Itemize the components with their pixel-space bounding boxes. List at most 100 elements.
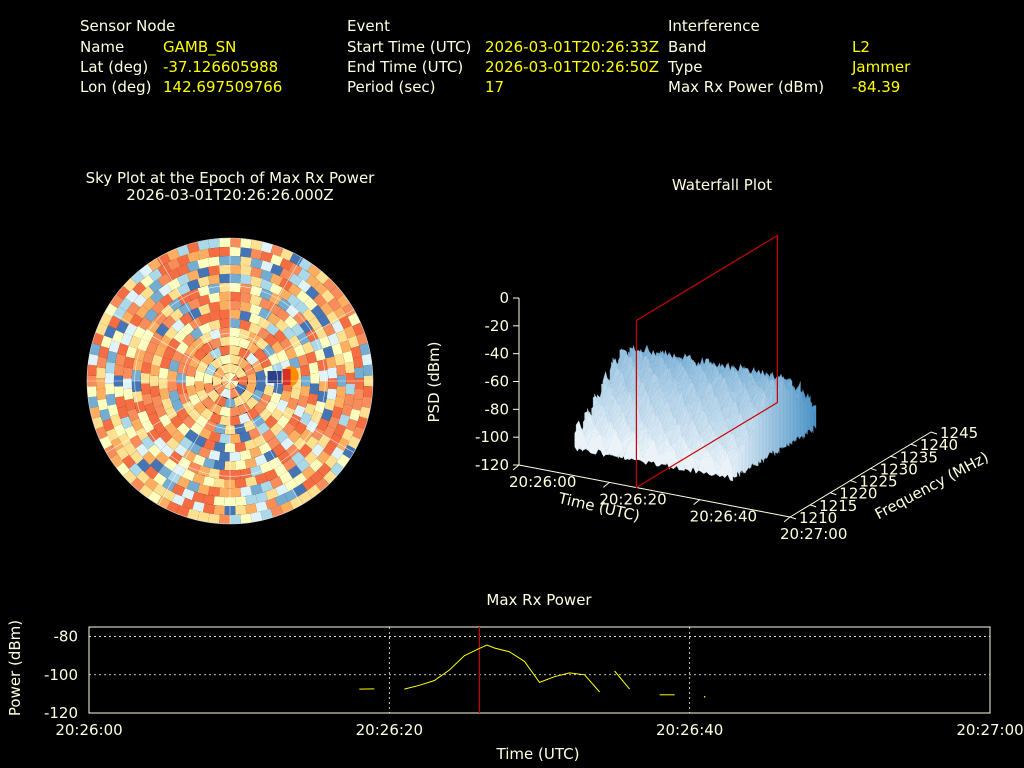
sky-cell [182, 415, 196, 429]
sky-cell [169, 308, 184, 322]
sky-cell [317, 462, 332, 477]
sky-cell [213, 505, 225, 515]
sky-cell [120, 332, 133, 346]
sky-cell [250, 483, 263, 496]
sky-cell [187, 297, 201, 311]
sky-cell [318, 370, 329, 381]
sky-cell [161, 397, 173, 411]
sky-cell [136, 470, 150, 485]
interference-power-value: -84.39 [852, 78, 900, 96]
sky-cell [196, 389, 209, 402]
sky-cell [175, 340, 189, 355]
sky-cell [269, 273, 284, 286]
sky-cell [208, 310, 221, 322]
sky-cell [274, 493, 289, 507]
waterfall-z-tick-label: -80 [485, 400, 510, 418]
sky-cell [159, 293, 173, 308]
sky-cell [209, 412, 222, 425]
sky-cell [156, 252, 171, 266]
sky-cell [202, 503, 215, 515]
sky-cell [172, 464, 186, 477]
sky-cell [117, 406, 129, 419]
sky-cell [162, 315, 176, 329]
sky-cell [270, 505, 284, 518]
sky-cell [191, 491, 205, 504]
sensor-name-label: Name [80, 38, 124, 56]
sky-cell [265, 488, 279, 501]
sky-cell [213, 478, 225, 489]
sky-cell [219, 433, 230, 444]
waterfall-x-tick [603, 481, 610, 488]
sky-cell [186, 241, 200, 254]
sky-cell [146, 319, 161, 334]
sky-cell [319, 335, 332, 349]
sky-cell [331, 343, 343, 356]
sky-cell [219, 300, 230, 311]
sky-cell [326, 310, 340, 325]
sky-cell [238, 347, 251, 360]
sky-cell [149, 458, 164, 473]
sky-cell [230, 336, 241, 347]
sky-cell [259, 393, 272, 407]
sky-cell [192, 473, 205, 485]
sky-cell [155, 322, 169, 337]
sky-cell [106, 350, 118, 364]
sky-cell [230, 255, 242, 266]
sky-cell [296, 458, 311, 473]
power-grid [89, 627, 990, 713]
sky-cell [238, 412, 251, 425]
sky-cell [255, 501, 268, 513]
sky-cell [327, 297, 342, 312]
sky-cell [251, 389, 264, 402]
sky-cell [130, 418, 144, 432]
sky-cell [285, 346, 298, 360]
sky-cell [324, 455, 339, 469]
sky-cell [272, 443, 286, 457]
sky-cell [164, 422, 178, 436]
waterfall-y-tick [890, 455, 897, 459]
waterfall-z-tick-label: 0 [499, 289, 509, 307]
waterfall-time-marker [635, 234, 779, 489]
sky-cell [198, 446, 211, 459]
sky-cell [239, 310, 252, 322]
sky-cell [352, 322, 365, 336]
sky-cell [259, 408, 273, 422]
sky-cell [128, 335, 141, 349]
sky-cell [334, 353, 345, 366]
event-start-label: Start Time (UTC) [347, 38, 471, 56]
sky-cell [131, 370, 142, 381]
sky-cell [219, 363, 230, 374]
sky-cell [271, 340, 285, 355]
sky-cell [264, 468, 278, 482]
sky-cell [259, 278, 273, 291]
sky-azimuth-spoke [229, 380, 302, 505]
sky-cell [151, 354, 163, 367]
waterfall-y-tick-label: 1215 [819, 497, 857, 515]
sky-cell [151, 395, 163, 408]
sky-cell [200, 407, 214, 421]
waterfall-frequency-axis [789, 431, 932, 518]
sky-cell [288, 334, 302, 349]
sky-cell [197, 266, 210, 279]
sky-cell [149, 364, 160, 377]
waterfall-y-tick-label: 1225 [859, 473, 897, 491]
sky-cell [239, 319, 252, 331]
sky-cell [253, 401, 267, 415]
sky-cell [293, 483, 307, 497]
sky-cell [315, 477, 330, 492]
sky-cell [99, 408, 111, 422]
sky-cell [92, 332, 104, 346]
sky-azimuth-spoke [158, 380, 231, 505]
sky-cell [243, 363, 256, 376]
power-y-tick-label: -100 [44, 666, 78, 684]
sky-cells [87, 238, 373, 524]
sky-cell [230, 264, 241, 275]
sky-cell [187, 408, 201, 422]
sky-cell [339, 340, 352, 353]
sky-cell [87, 396, 99, 409]
sky-cell [245, 494, 258, 505]
sky-cell [113, 306, 127, 320]
sky-cell [234, 423, 247, 435]
sky-cell [151, 300, 166, 315]
sky-cell [104, 372, 115, 384]
